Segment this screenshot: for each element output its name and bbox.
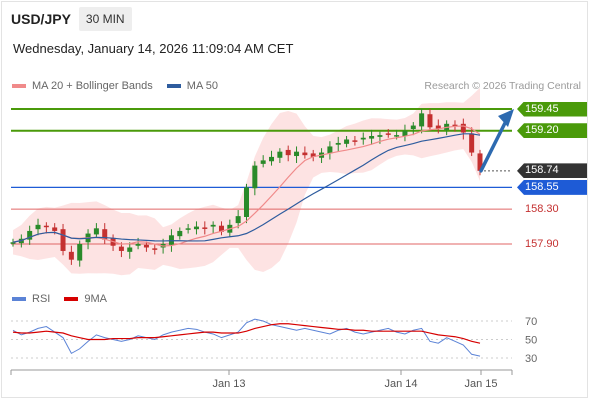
- candle-body: [394, 135, 400, 137]
- ma50-swatch-icon: [166, 84, 181, 88]
- ma9-swatch-icon: [64, 297, 79, 301]
- price-tag-158-30: 158.30: [525, 202, 559, 215]
- timeframe-button[interactable]: 30 MIN: [78, 7, 132, 31]
- ma50-line: [12, 133, 481, 243]
- x-tick-label: Jan 13: [212, 378, 245, 390]
- candle-body: [77, 244, 83, 261]
- candle-body: [460, 123, 466, 133]
- candle-body: [35, 224, 41, 230]
- candle-body: [193, 226, 199, 230]
- x-tick-label: Jan 14: [384, 378, 417, 390]
- candle-body: [294, 151, 300, 157]
- price-tag-158-55: 158.55: [517, 179, 587, 195]
- candle-body: [302, 152, 308, 156]
- candle-body: [335, 142, 341, 145]
- legend-rsi-label: RSI: [32, 293, 51, 305]
- legend-ma20: MA 20 + Bollinger Bands: [12, 80, 153, 92]
- rsi-line: [12, 318, 481, 357]
- candle-body: [127, 247, 133, 252]
- candle-body: [369, 136, 375, 139]
- ma20-swatch-icon: [12, 84, 26, 88]
- candle-body: [60, 229, 66, 251]
- indicator-legend: RSI 9MA: [12, 293, 121, 305]
- candle-body: [43, 225, 49, 228]
- price-tag-159-45: 159.45: [517, 101, 587, 117]
- x-tick-label: Jan 15: [464, 378, 497, 390]
- candle-body: [210, 224, 216, 227]
- candle-body: [68, 251, 74, 260]
- legend-ma50-label: MA 50: [186, 80, 218, 92]
- candle-body: [102, 229, 108, 240]
- price-tag-158-74: 158.74: [517, 163, 587, 179]
- candle-body: [327, 146, 333, 154]
- candle-body: [344, 139, 350, 144]
- legend-ma9-label: 9MA: [84, 293, 107, 305]
- candle-body: [452, 124, 458, 127]
- price-legend: MA 20 + Bollinger Bands MA 50: [12, 80, 232, 92]
- candle-body: [427, 114, 433, 128]
- candle-body: [469, 133, 475, 153]
- rsi-swatch-icon: [12, 297, 26, 301]
- candle-body: [410, 125, 416, 130]
- candle-body: [402, 130, 408, 136]
- candle-body: [385, 133, 391, 135]
- candle-body: [269, 156, 275, 162]
- datetime-label: Wednesday, January 14, 2026 11:09:04 AM …: [13, 41, 294, 56]
- legend-ma9: 9MA: [64, 293, 107, 305]
- candle-body: [185, 228, 191, 230]
- symbol-label: USD/JPY: [11, 11, 71, 27]
- copyright-label: Research © 2026 Trading Central: [424, 80, 581, 92]
- chart-header: USD/JPY 30 MIN: [11, 7, 132, 31]
- candle-body: [235, 216, 241, 224]
- candle-body: [218, 225, 224, 232]
- rsi-tick-label: 50: [525, 335, 537, 347]
- candle-body: [285, 149, 291, 156]
- candle-body: [118, 246, 124, 251]
- forecast-arrowhead-icon: [498, 109, 514, 127]
- candle-body: [252, 165, 258, 189]
- candle-body: [152, 248, 158, 250]
- candle-body: [352, 140, 358, 142]
- candle-body: [135, 244, 141, 246]
- candle-body: [310, 153, 316, 157]
- candle-body: [202, 227, 208, 229]
- candle-body: [244, 187, 249, 217]
- candle-body: [435, 125, 441, 130]
- candle-body: [360, 137, 366, 140]
- candle-body: [27, 230, 33, 240]
- legend-ma20-label: MA 20 + Bollinger Bands: [32, 80, 153, 92]
- candle-body: [260, 160, 266, 164]
- candle-body: [143, 244, 149, 248]
- candle-body: [377, 135, 383, 137]
- candle-body: [277, 151, 283, 158]
- candle-body: [419, 113, 425, 127]
- candle-body: [177, 230, 183, 237]
- candle-body: [52, 227, 58, 231]
- forecast-arrow: [479, 119, 508, 173]
- price-tag-157-90: 157.90: [525, 237, 559, 250]
- price-tag-159-20: 159.20: [517, 123, 587, 139]
- rsi-tick-label: 70: [525, 316, 537, 328]
- candle-body: [168, 235, 174, 245]
- candle-body: [93, 228, 99, 235]
- rsi-tick-label: 30: [525, 353, 537, 365]
- candle-body: [477, 153, 483, 171]
- legend-ma50: MA 50: [166, 80, 218, 92]
- bollinger-band-area: [13, 87, 480, 276]
- candle-body: [10, 242, 16, 244]
- legend-rsi: RSI: [12, 293, 50, 305]
- ma9-line: [12, 323, 481, 344]
